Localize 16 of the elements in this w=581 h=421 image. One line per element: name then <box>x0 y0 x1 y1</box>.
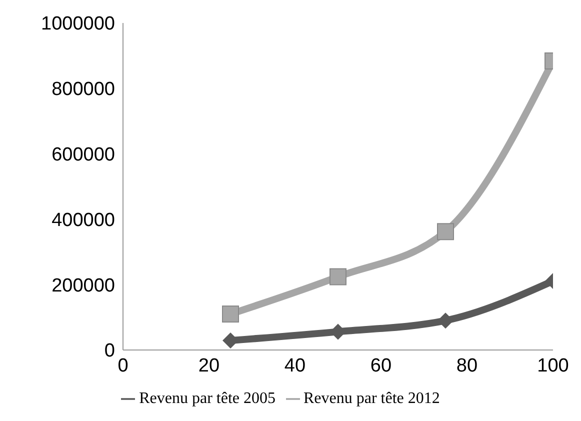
x-tick-label: 100 <box>537 355 569 376</box>
y-tick-label: 400000 <box>52 210 115 231</box>
y-tick-label: 0 <box>104 340 115 362</box>
x-tick-label: 80 <box>456 355 478 376</box>
point <box>330 268 346 286</box>
x-tick-label: 0 <box>118 355 128 376</box>
point <box>222 306 239 323</box>
x-tick-label: 60 <box>370 355 392 376</box>
y-tick-label: 800000 <box>52 79 115 100</box>
x-tick-label: 40 <box>284 355 306 376</box>
y-tick-label: 1000000 <box>41 14 115 35</box>
legend-label: Revenu par tête 2005 <box>139 390 276 407</box>
y-tick-label: 200000 <box>52 275 115 296</box>
x-tick-label: 20 <box>198 355 220 376</box>
legend-label: Revenu par tête 2012 <box>304 390 440 407</box>
y-tick-label: 600000 <box>52 144 115 166</box>
